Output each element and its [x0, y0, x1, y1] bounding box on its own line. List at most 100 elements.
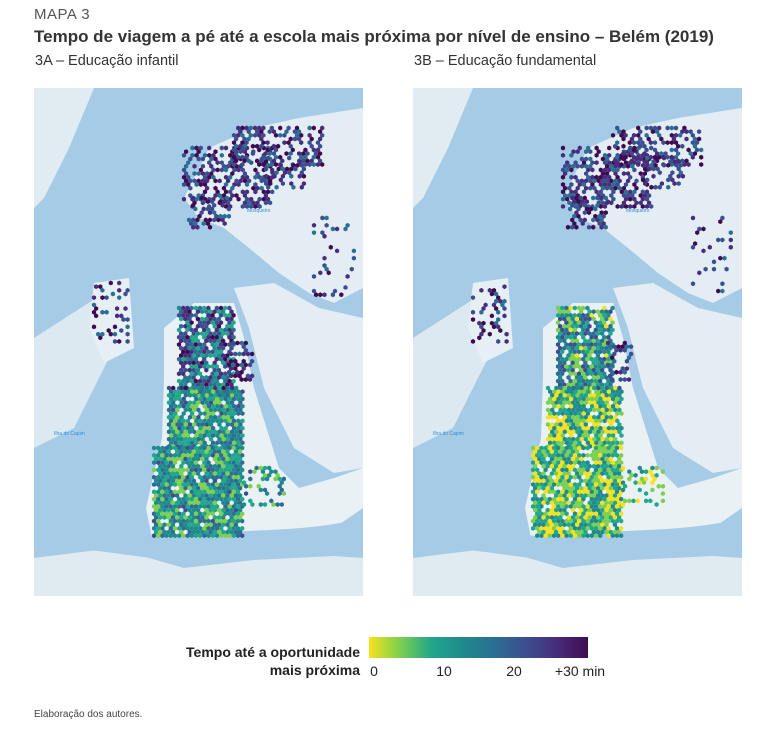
hex-cell: [206, 411, 211, 416]
hex-cell: [238, 515, 243, 520]
hex-cell: [568, 342, 573, 347]
hex-cell: [610, 305, 615, 311]
hex-cell: [225, 529, 230, 535]
hex-cell: [593, 445, 599, 451]
hex-cell: [614, 347, 619, 353]
hex-cell: [576, 356, 582, 362]
hex-cell: [206, 389, 211, 395]
hex-cell: [198, 533, 203, 539]
hex-cell: [539, 533, 544, 539]
hex-cell: [577, 467, 582, 473]
hex-cell: [200, 353, 205, 358]
hex-cell: [568, 460, 573, 466]
hex-cell: [261, 132, 266, 138]
hex-cell: [217, 407, 222, 413]
hex-cell: [699, 154, 704, 160]
hex-cell: [596, 385, 601, 391]
hex-cell: [598, 533, 603, 539]
hex-cell: [598, 411, 603, 416]
hex-cell: [255, 158, 260, 164]
hex-cell: [227, 411, 232, 416]
hex-cell: [200, 331, 205, 336]
hex-cell: [533, 522, 538, 528]
hex-cell: [597, 327, 603, 333]
hex-cell: [608, 429, 614, 435]
hex-cell: [297, 129, 302, 135]
hex-cell: [613, 171, 618, 176]
hex-cell: [196, 515, 201, 520]
hex-cell: [187, 316, 192, 322]
hex-cell: [593, 533, 599, 539]
hex-cell: [224, 195, 229, 201]
hex-cell: [189, 489, 194, 495]
hex-cell: [598, 489, 603, 495]
hex-cell: [185, 334, 190, 340]
hex-cell: [214, 371, 219, 377]
hex-cell: [185, 425, 190, 431]
hex-cell: [215, 433, 220, 438]
hex-cell: [554, 507, 559, 513]
hex-cell: [560, 167, 566, 173]
hex-cell: [535, 474, 540, 480]
hex-cell: [179, 456, 184, 462]
hex-cell: [201, 206, 206, 212]
hex-cell: [572, 467, 578, 473]
hex-cell: [606, 518, 611, 524]
hex-cell: [560, 418, 565, 424]
hex-cell: [210, 525, 215, 531]
hex-cell: [593, 474, 599, 480]
hex-cell: [596, 392, 601, 398]
hex-cell: [589, 371, 594, 377]
hex-cell: [626, 178, 631, 184]
hex-cell: [549, 485, 554, 491]
hex-cell: [218, 356, 224, 362]
hex-cell: [223, 167, 229, 173]
map-svg-3b: Mosqueiro Ilha do Capim: [413, 88, 742, 596]
hex-cell: [179, 367, 184, 373]
hex-cell: [223, 396, 228, 402]
hex-cell: [539, 460, 544, 466]
hex-cell: [240, 162, 245, 167]
hex-cell: [549, 522, 554, 528]
hex-cell: [202, 342, 207, 347]
hex-cell: [606, 525, 611, 531]
hex-cell: [177, 445, 182, 451]
hex-cell: [207, 152, 212, 158]
hex-cell: [560, 525, 565, 531]
hex-cell: [240, 140, 245, 146]
hex-cell: [694, 140, 700, 146]
hex-cell: [568, 445, 573, 451]
hex-cell: [187, 478, 192, 484]
hex-cell: [619, 525, 624, 531]
hex-cell: [551, 533, 557, 539]
hex-cell: [158, 522, 163, 528]
hex-cell: [281, 491, 286, 496]
hex-cell: [96, 331, 101, 337]
hex-cell: [575, 522, 580, 528]
hex-cell: [229, 366, 234, 371]
hex-cell: [215, 189, 220, 195]
hex-cell: [177, 489, 182, 495]
hex-cell: [587, 493, 592, 498]
hex-cell: [556, 418, 561, 424]
hex-cell: [560, 511, 565, 517]
hex-cell: [620, 465, 626, 471]
legend-tick-30: +30 min: [554, 663, 606, 679]
hex-cell: [591, 375, 596, 380]
hex-cell: [554, 422, 559, 427]
hex-cell: [257, 204, 262, 209]
hex-cell: [225, 522, 230, 528]
hex-cell: [225, 407, 230, 413]
hex-cell: [218, 334, 224, 340]
hex-cell: [575, 449, 580, 455]
hex-cell: [326, 270, 331, 276]
hex-cell: [566, 529, 571, 535]
hex-cell: [183, 485, 188, 491]
hex-cell: [594, 418, 599, 424]
hex-cell: [581, 312, 586, 318]
hex-cell: [697, 136, 702, 142]
hex-cell: [612, 500, 617, 506]
hex-cell: [263, 193, 268, 198]
hex-cell: [556, 460, 561, 466]
hex-cell: [590, 182, 595, 187]
